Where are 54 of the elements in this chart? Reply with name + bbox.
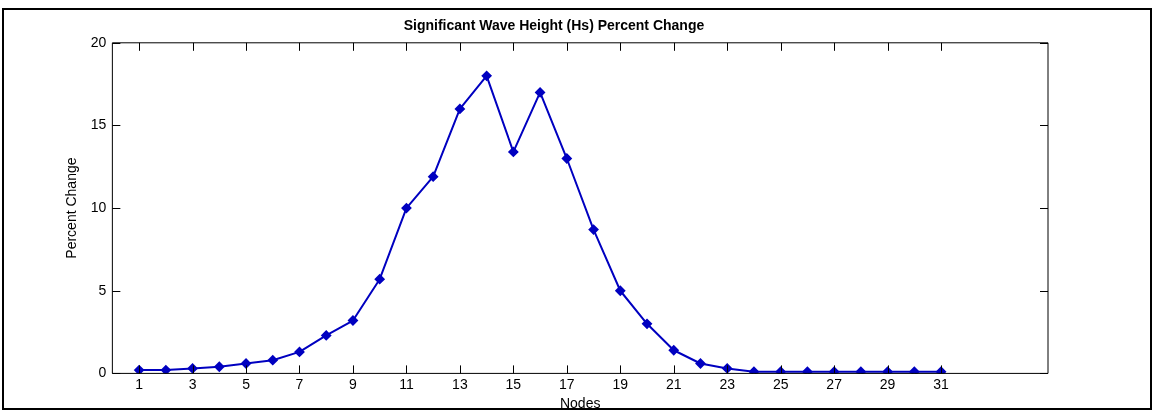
y-axis-title: Percent Change: [63, 157, 80, 259]
point: [642, 318, 653, 329]
x-tick-label: 11: [399, 375, 414, 392]
x-tick-label: 25: [772, 375, 789, 392]
point: [214, 361, 225, 372]
x-tick-label: 5: [242, 375, 251, 392]
point: [829, 366, 840, 374]
point: [588, 224, 599, 235]
x-tick-label: 31: [933, 375, 950, 392]
point: [802, 366, 813, 374]
x-tick-label: 7: [295, 375, 304, 392]
x-tick-label: 3: [188, 375, 197, 392]
y-tick-label: 0: [98, 364, 107, 381]
point: [187, 363, 198, 374]
point: [160, 365, 171, 374]
point: [668, 345, 679, 356]
point: [615, 285, 626, 296]
point: [775, 366, 786, 374]
x-tick-label: 17: [559, 375, 575, 392]
point: [374, 274, 385, 285]
point: [936, 366, 947, 374]
x-axis-title: Nodes: [559, 395, 601, 412]
x-tick-label: 13: [452, 375, 468, 392]
point: [347, 315, 358, 326]
x-tick-label: 27: [826, 375, 843, 392]
y-tick-label: 10: [90, 198, 107, 215]
point: [882, 366, 893, 374]
x-tick-label: 9: [349, 375, 358, 392]
point: [267, 355, 278, 366]
point: [855, 366, 866, 374]
x-tick-label: 19: [612, 375, 629, 392]
x-tick-label: 29: [879, 375, 896, 392]
point: [401, 203, 412, 214]
x-tick-label: 15: [505, 375, 522, 392]
y-tick-label: 15: [90, 116, 107, 133]
point: [134, 365, 145, 374]
point: [481, 70, 492, 81]
y-tick-label: 20: [90, 33, 107, 50]
point: [508, 146, 519, 157]
x-tick-label: 23: [719, 375, 736, 392]
point: [454, 103, 465, 114]
point: [748, 366, 759, 374]
point: [561, 153, 572, 164]
point: [428, 171, 439, 182]
point: [722, 363, 733, 374]
x-tick-label: 1: [135, 375, 144, 392]
point: [535, 87, 546, 98]
y-tick-label: 5: [98, 281, 107, 298]
chart-title: Significant Wave Height (Hs) Percent Change: [403, 17, 705, 34]
point: [294, 346, 305, 357]
point: [909, 366, 920, 374]
x-tick-label: 21: [665, 375, 682, 392]
point: [321, 330, 332, 341]
point: [695, 358, 706, 369]
